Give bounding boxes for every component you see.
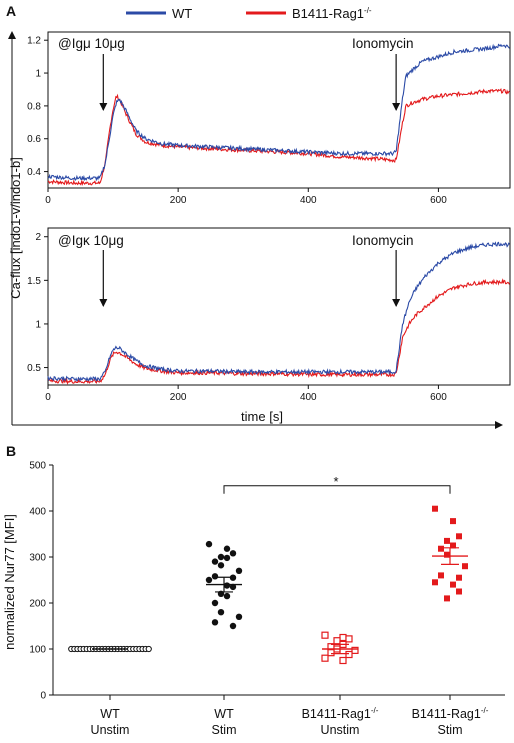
top-series-wt (47, 43, 510, 182)
top-x-tick-label-1: 200 (170, 195, 187, 206)
bottom-x-tick-label-3: 600 (430, 392, 447, 403)
bottom-y-tick-label-3: 2 (35, 232, 41, 243)
b-group-3-point-1 (339, 633, 347, 642)
b-group-2-point-2 (229, 550, 237, 557)
top-y-tick-label-4: 1.2 (27, 36, 41, 47)
top-y-tick-label-2: 0.8 (27, 101, 41, 112)
plot-b: 0 100 200 300 400 500 (29, 461, 505, 702)
panel-a-label: A (6, 3, 16, 19)
b-group-2-point-17 (235, 613, 243, 620)
b-group-2-point-19 (229, 622, 237, 630)
b-group-2-point-11 (223, 582, 231, 589)
top-x-tick-label-3: 600 (430, 195, 447, 206)
b-group-3-point-10 (321, 654, 329, 662)
b-group-3-point-8 (327, 649, 335, 657)
bottom-x-tick-label-1: 200 (170, 392, 187, 403)
b-y-tick-label-5: 500 (29, 461, 46, 472)
b-group-4-point-0 (432, 505, 438, 512)
b-y-tick-label-0: 0 (40, 691, 46, 702)
bottom-stim-label: @Igκ 10μg (58, 233, 124, 248)
cat-1-line2: Unstim (91, 723, 130, 737)
b-group-3-point-7 (351, 646, 359, 654)
plot-a-bottom: 0 200 400 600 0.5 1 1.5 2 (27, 227, 511, 403)
bottom-series-ko (47, 278, 510, 385)
top-iono-label: Ionomycin (352, 36, 414, 51)
cat-3-line2: Unstim (321, 723, 360, 737)
b-group-4-point-7 (462, 563, 468, 570)
b-group-4-point-13 (444, 595, 450, 602)
b-group-4-point-5 (438, 545, 444, 552)
b-group-2-point-3 (217, 553, 225, 561)
panel-a-y-label: Ca-flux [indo1-v/indo1-b] (8, 157, 23, 299)
b-group-2-point-6 (217, 562, 225, 569)
b-group-1-point-25 (145, 645, 152, 653)
b-group-2-point-5 (211, 558, 219, 565)
top-y-tick-label-0: 0.4 (27, 167, 41, 178)
b-group-2-point-12 (229, 583, 237, 591)
top-y-tick-label-3: 1 (35, 69, 41, 80)
b-y-tick-label-1: 100 (29, 645, 46, 656)
b-group-3-point-9 (345, 650, 353, 659)
b-group-4-point-2 (456, 533, 462, 540)
cat-3-line1: B1411-Rag1-/- (302, 706, 379, 721)
bottom-x-tick-label-2: 400 (300, 392, 317, 403)
legend: WT B1411-Rag1-/- (126, 6, 372, 21)
cat-2-line1: WT (214, 707, 234, 721)
category-labels: WT Unstim WT Stim B1411-Rag1-/- Unstim B… (91, 706, 489, 737)
bottom-y-tick-label-2: 1.5 (27, 276, 41, 287)
cat-4-line1: B1411-Rag1-/- (412, 706, 489, 721)
panel-a-x-label: time [s] (241, 409, 283, 424)
b-group-2-point-18 (211, 619, 219, 626)
b-group-4-point-11 (450, 581, 456, 588)
cat-1-line1: WT (100, 707, 120, 721)
b-group-4-point-9 (456, 574, 462, 581)
significance-bracket (223, 485, 451, 494)
top-stim-label: @Igμ 10μg (58, 36, 125, 51)
top-frame (47, 31, 511, 189)
b-group-2-point-10 (205, 576, 213, 584)
top-x-tick-label-2: 400 (300, 195, 317, 206)
b-group-2-point-14 (223, 592, 231, 600)
significance-star: * (333, 474, 338, 489)
cat-2-line2: Stim (212, 723, 237, 737)
b-group-2-point-4 (223, 554, 231, 562)
top-y-tick-label-1: 0.6 (27, 134, 41, 145)
b-group-2-point-1 (223, 545, 231, 552)
b-group-4-point-6 (444, 551, 450, 558)
panel-b-label: B (6, 443, 16, 459)
b-group-2-point-7 (235, 567, 243, 574)
top-x-tick-label-0: 0 (45, 195, 51, 206)
bottom-frame (47, 227, 511, 386)
top-series-ko (47, 88, 510, 187)
b-group-4-point-10 (432, 579, 438, 586)
legend-wt-label: WT (172, 6, 192, 21)
b-group-4-point-4 (450, 542, 456, 549)
b-group-4-point-3 (444, 537, 450, 544)
b-group-2-point-0 (205, 540, 213, 548)
b-group-2-point-16 (217, 609, 225, 616)
b-y-tick-label-2: 200 (29, 599, 46, 610)
bottom-x-tick-label-0: 0 (45, 392, 51, 403)
b-group-4-point-12 (456, 588, 462, 595)
bottom-series-wt (47, 241, 510, 383)
b-group-4-point-8 (438, 572, 444, 579)
panel-b-y-label: normalized Nur77 [MFI] (2, 514, 17, 650)
b-y-tick-label-3: 300 (29, 553, 46, 564)
cat-4-line2: Stim (438, 723, 463, 737)
b-group-3-point-11 (339, 656, 347, 665)
b-group-3-point-2 (345, 635, 353, 643)
bottom-y-tick-label-1: 1 (35, 319, 41, 330)
b-group-2-point-8 (211, 573, 219, 580)
b-y-tick-label-4: 400 (29, 507, 46, 518)
bottom-y-tick-label-0: 0.5 (27, 363, 41, 374)
b-group-2-point-15 (211, 599, 219, 607)
plot-a-top: 0 200 400 600 0.4 0.6 0.8 1 1.2 (27, 31, 511, 206)
legend-ko-label: B1411-Rag1-/- (292, 6, 372, 21)
bottom-iono-label: Ionomycin (352, 233, 414, 248)
b-group-3-point-3 (333, 637, 341, 645)
b-group-4-point-1 (450, 518, 456, 525)
b-group-3-point-0 (321, 631, 329, 639)
